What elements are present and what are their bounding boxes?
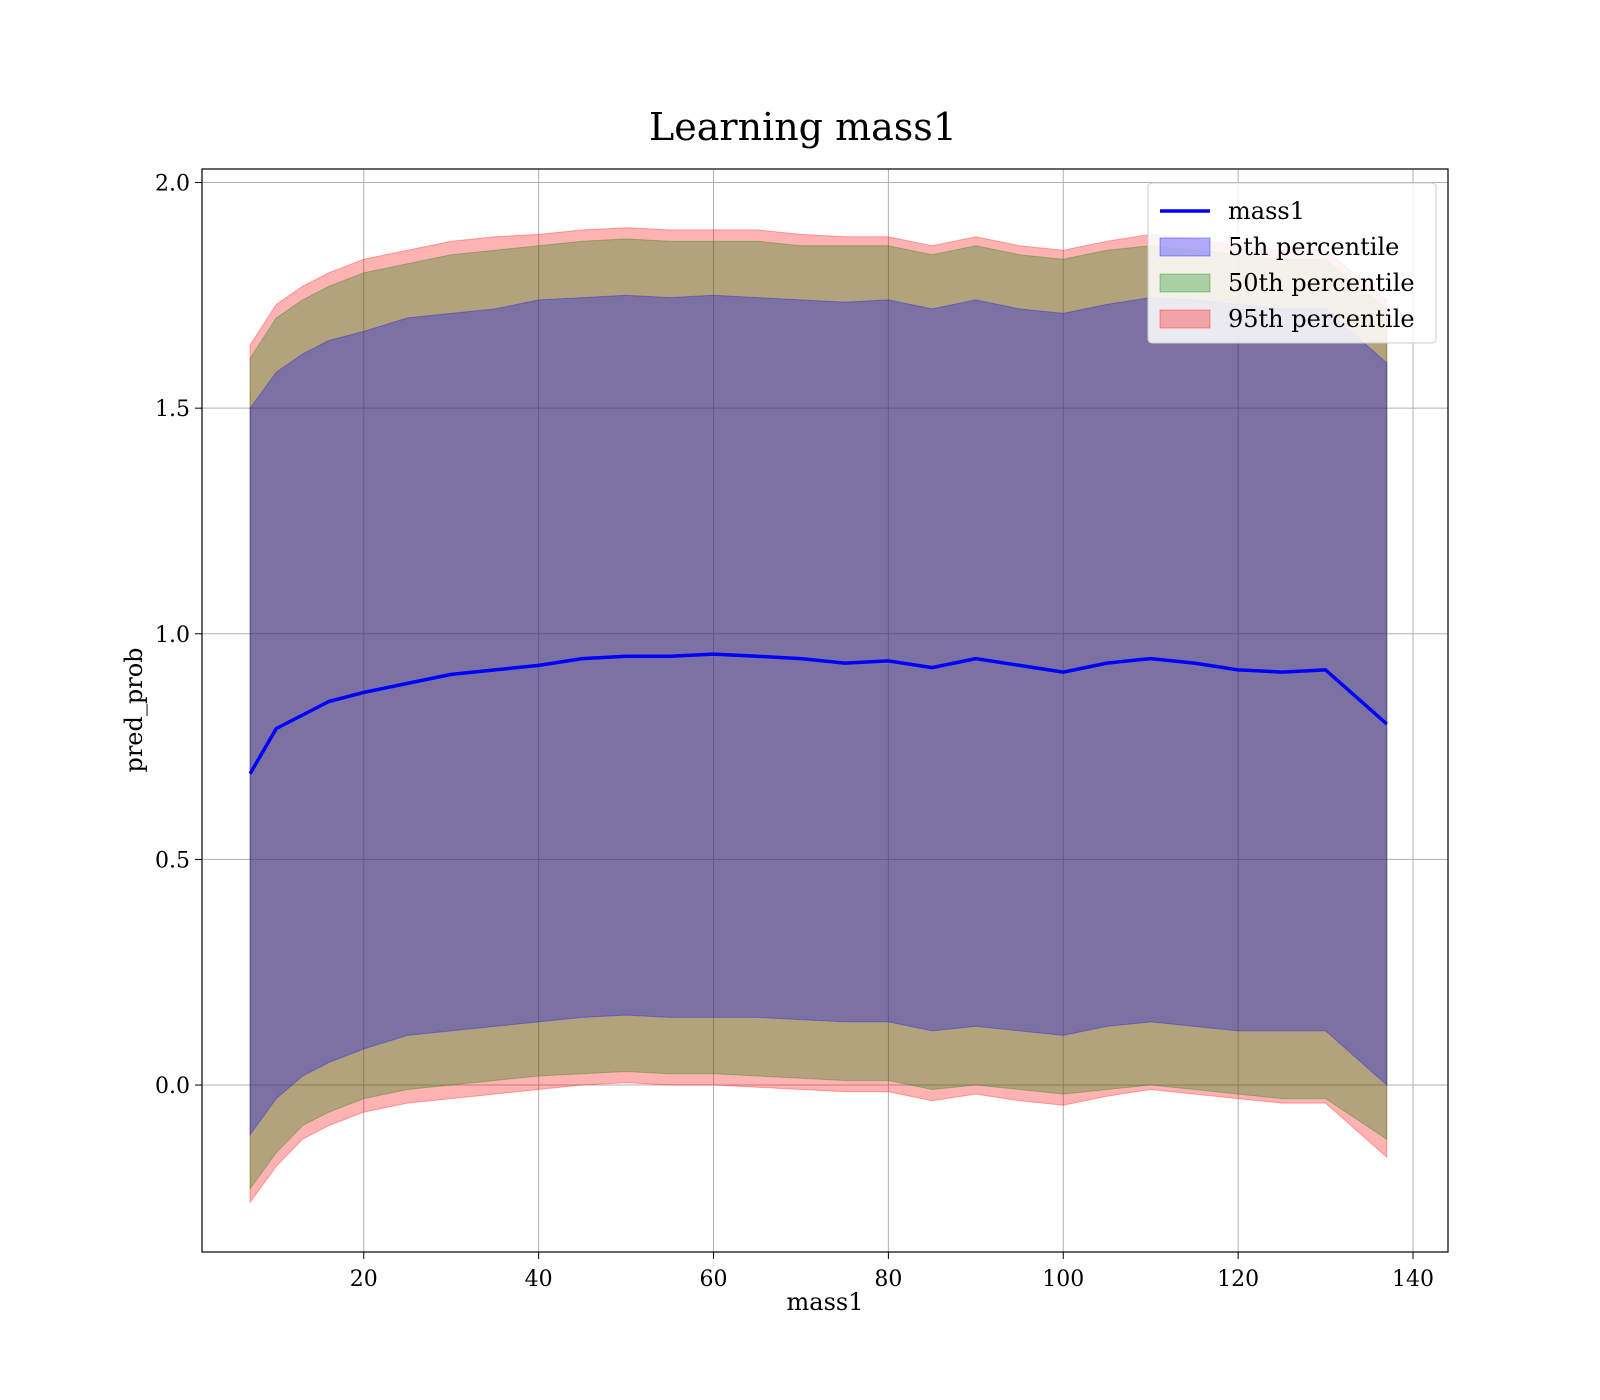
x-axis-ticks: 20 40 60 80 100 120 140 (350, 1252, 1434, 1292)
band-50th-percentile (249, 238, 1388, 1191)
x-tick-label: 40 (525, 1267, 553, 1292)
y-axis-ticks: 0.0 0.5 1.0 1.5 2.0 (155, 172, 202, 1099)
x-tick-label: 100 (1042, 1267, 1084, 1292)
chart-title: Learning mass1 (649, 105, 957, 149)
legend-box (1147, 182, 1437, 344)
y-tick-label: 0.0 (155, 1074, 190, 1099)
x-tick-label: 20 (350, 1267, 378, 1292)
y-tick-label: 0.5 (155, 848, 190, 873)
x-tick-label: 60 (700, 1267, 728, 1292)
band-5th-percentile (249, 294, 1388, 1137)
x-axis-label: mass1 (787, 1288, 864, 1316)
y-axis-label: pred_prob (120, 647, 148, 772)
grid (202, 169, 1448, 1252)
band-95th-percentile (249, 227, 1388, 1204)
legend-patch-swatch (1159, 273, 1211, 293)
x-tick-label: 120 (1217, 1267, 1259, 1292)
percentile-bands (249, 227, 1388, 1204)
legend-patch-swatch (1159, 237, 1211, 257)
series-line-mass1 (248, 652, 1388, 775)
series-lines (248, 652, 1388, 775)
y-tick-label: 2.0 (155, 172, 190, 197)
x-tick-label: 140 (1392, 1267, 1434, 1292)
y-tick-label: 1.5 (155, 397, 190, 422)
plot-frame (201, 168, 1449, 1253)
legend-label: 5th percentile (1228, 233, 1399, 261)
legend-patch-swatch (1159, 309, 1211, 329)
legend-label: 50th percentile (1228, 269, 1415, 297)
legend: mass1 5th percentile 50th percentile 95th p… (1147, 182, 1437, 344)
x-tick-label: 80 (874, 1267, 902, 1292)
legend-label: mass1 (1228, 197, 1305, 225)
legend-label: 95th percentile (1228, 305, 1415, 333)
y-tick-label: 1.0 (155, 623, 190, 648)
